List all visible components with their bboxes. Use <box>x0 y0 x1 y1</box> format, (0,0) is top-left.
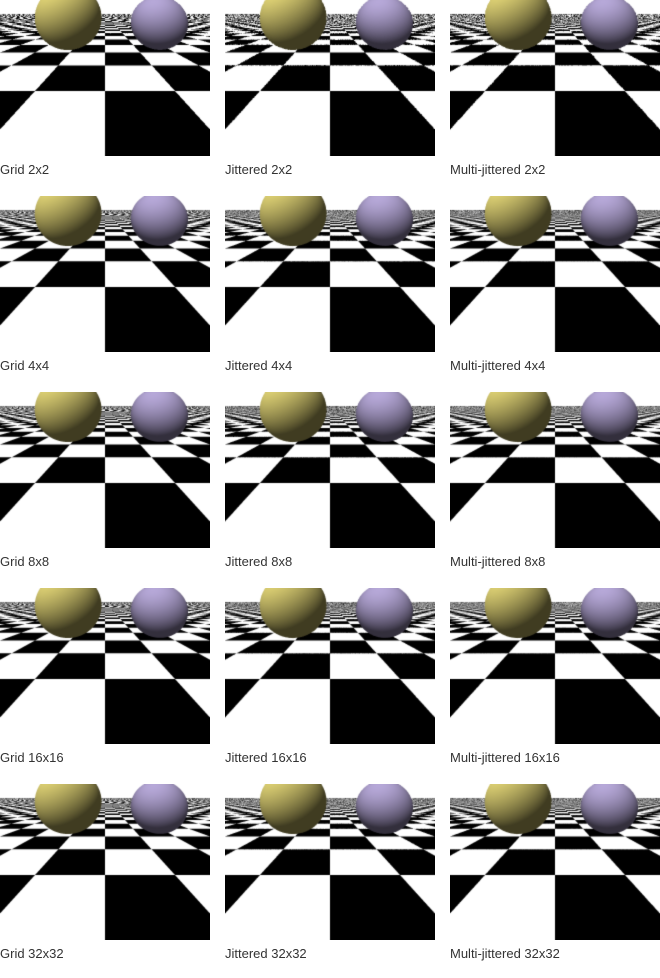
raytraced-render <box>0 0 210 156</box>
raytraced-render <box>225 0 435 156</box>
panel-multi-jittered-16x16: Multi-jittered 16x16 <box>450 588 660 765</box>
raytraced-render <box>0 392 210 548</box>
panel-grid-2x2: Grid 2x2 <box>0 0 210 177</box>
panel-caption: Multi-jittered 32x32 <box>450 946 560 961</box>
panel-caption: Grid 16x16 <box>0 750 64 765</box>
panel-caption: Grid 4x4 <box>0 358 50 373</box>
panel-jittered-4x4: Jittered 4x4 <box>225 196 435 373</box>
panel-caption: Jittered 32x32 <box>225 946 307 961</box>
raytraced-render <box>225 588 435 744</box>
panel-caption: Jittered 2x2 <box>225 162 293 177</box>
panel-multi-jittered-2x2: Multi-jittered 2x2 <box>450 0 660 177</box>
panel-jittered-2x2: Jittered 2x2 <box>225 0 435 177</box>
panel-caption: Multi-jittered 8x8 <box>450 554 546 569</box>
panel-caption: Multi-jittered 2x2 <box>450 162 546 177</box>
raytraced-render <box>450 0 660 156</box>
raytraced-render <box>0 196 210 352</box>
raytraced-render <box>225 392 435 548</box>
raytraced-render <box>0 784 210 940</box>
raytraced-render <box>225 784 435 940</box>
panel-jittered-8x8: Jittered 8x8 <box>225 392 435 569</box>
panel-jittered-16x16: Jittered 16x16 <box>225 588 435 765</box>
panel-caption: Grid 8x8 <box>0 554 50 569</box>
panel-caption: Jittered 8x8 <box>225 554 293 569</box>
raytraced-render <box>450 784 660 940</box>
panel-caption: Multi-jittered 16x16 <box>450 750 560 765</box>
panel-multi-jittered-4x4: Multi-jittered 4x4 <box>450 196 660 373</box>
raytraced-render <box>450 392 660 548</box>
panel-caption: Jittered 16x16 <box>225 750 307 765</box>
panel-multi-jittered-8x8: Multi-jittered 8x8 <box>450 392 660 569</box>
panel-jittered-32x32: Jittered 32x32 <box>225 784 435 961</box>
panel-grid-8x8: Grid 8x8 <box>0 392 210 569</box>
raytraced-render <box>0 588 210 744</box>
panel-caption: Jittered 4x4 <box>225 358 293 373</box>
panel-multi-jittered-32x32: Multi-jittered 32x32 <box>450 784 660 961</box>
panel-grid-16x16: Grid 16x16 <box>0 588 210 765</box>
panel-grid-4x4: Grid 4x4 <box>0 196 210 373</box>
panel-caption: Grid 2x2 <box>0 162 50 177</box>
raytraced-render <box>450 196 660 352</box>
panel-caption: Grid 32x32 <box>0 946 64 961</box>
raytraced-render <box>450 588 660 744</box>
panel-grid-32x32: Grid 32x32 <box>0 784 210 961</box>
raytraced-render <box>225 196 435 352</box>
panel-caption: Multi-jittered 4x4 <box>450 358 546 373</box>
